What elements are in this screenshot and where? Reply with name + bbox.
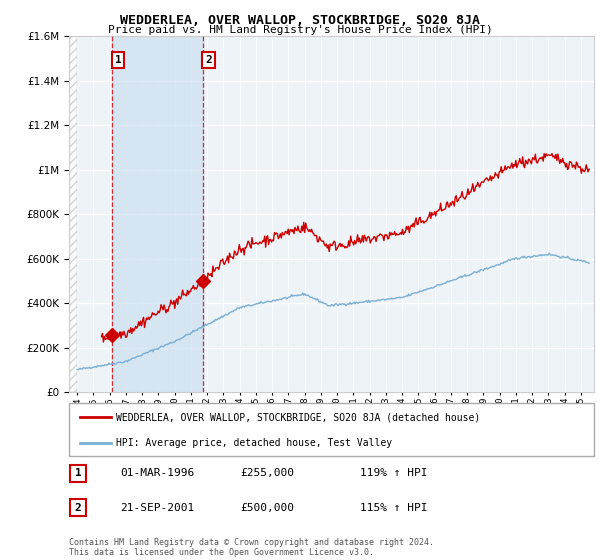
Text: 1: 1 xyxy=(115,55,122,65)
Text: HPI: Average price, detached house, Test Valley: HPI: Average price, detached house, Test… xyxy=(116,437,392,447)
Text: £255,000: £255,000 xyxy=(240,468,294,478)
Text: 2: 2 xyxy=(205,55,212,65)
Text: 21-SEP-2001: 21-SEP-2001 xyxy=(120,503,194,513)
Text: 01-MAR-1996: 01-MAR-1996 xyxy=(120,468,194,478)
FancyBboxPatch shape xyxy=(70,500,86,516)
FancyBboxPatch shape xyxy=(70,465,86,482)
Text: Contains HM Land Registry data © Crown copyright and database right 2024.
This d: Contains HM Land Registry data © Crown c… xyxy=(69,538,434,557)
Text: 2: 2 xyxy=(74,503,82,513)
FancyBboxPatch shape xyxy=(69,403,594,456)
Text: WEDDERLEA, OVER WALLOP, STOCKBRIDGE, SO20 8JA (detached house): WEDDERLEA, OVER WALLOP, STOCKBRIDGE, SO2… xyxy=(116,412,481,422)
Text: 115% ↑ HPI: 115% ↑ HPI xyxy=(360,503,427,513)
Text: £500,000: £500,000 xyxy=(240,503,294,513)
Text: WEDDERLEA, OVER WALLOP, STOCKBRIDGE, SO20 8JA: WEDDERLEA, OVER WALLOP, STOCKBRIDGE, SO2… xyxy=(120,14,480,27)
Text: 119% ↑ HPI: 119% ↑ HPI xyxy=(360,468,427,478)
Text: Price paid vs. HM Land Registry's House Price Index (HPI): Price paid vs. HM Land Registry's House … xyxy=(107,25,493,35)
Text: 1: 1 xyxy=(74,468,82,478)
Bar xyxy=(112,36,203,392)
